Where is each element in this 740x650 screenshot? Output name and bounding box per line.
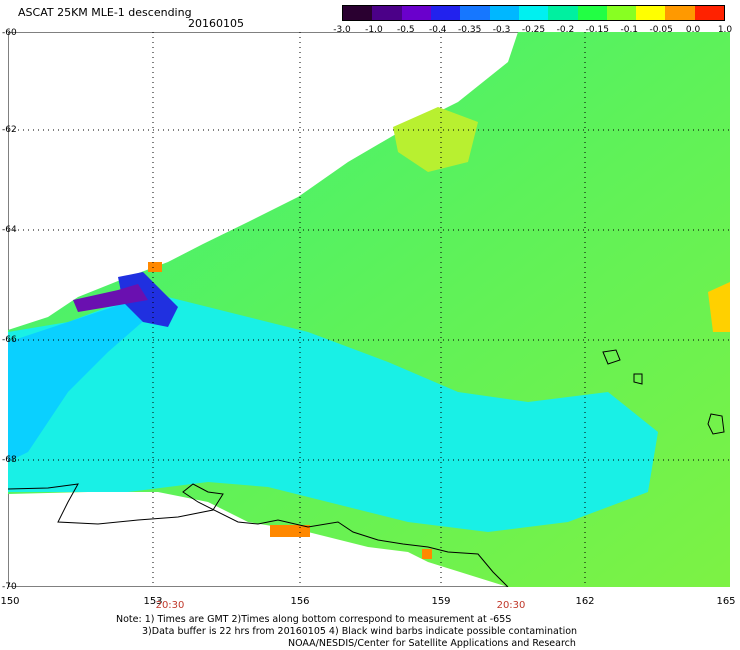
color-scale-label: 1.0	[717, 25, 733, 35]
color-scale-label: -0.15	[585, 25, 609, 35]
lat-label: -70	[2, 582, 17, 592]
color-scale-segment	[430, 6, 461, 20]
color-scale-segment	[548, 6, 578, 20]
lat-label: -66	[2, 335, 17, 345]
orange-spot	[422, 549, 432, 559]
map-date: 20160105	[188, 17, 244, 30]
color-scale-segment	[343, 6, 373, 20]
color-scale-label: 0.0	[685, 25, 701, 35]
color-scale-segment	[694, 6, 725, 20]
color-scale-label: -0.2	[556, 25, 575, 35]
lon-label: 153	[143, 596, 163, 607]
color-scale-label: -0.1	[620, 25, 639, 35]
color-scale-segment	[577, 6, 607, 20]
color-scale-label: -1.0	[365, 25, 383, 35]
note-line-1: Note: 1) Times are GMT 2)Times along bot…	[116, 614, 512, 625]
yellow-patch	[393, 107, 478, 172]
color-scale-label: -0.4	[428, 25, 447, 35]
color-scale-bar	[342, 5, 725, 21]
color-scale-label: -0.35	[458, 25, 482, 35]
purple-patch	[73, 284, 148, 312]
coastline	[8, 483, 509, 587]
map-title: ASCAT 25KM MLE-1 descending	[18, 6, 192, 19]
color-scale-segment	[636, 6, 666, 20]
scatterometer-map	[8, 32, 730, 587]
note-line-2: 3)Data buffer is 22 hrs from 20160105 4)…	[142, 626, 578, 637]
lon-label: 150	[0, 596, 20, 607]
yellow-patch	[708, 282, 730, 332]
lon-label: 156	[290, 596, 310, 607]
lon-label: 165	[716, 596, 736, 607]
orange-spot	[148, 262, 162, 272]
color-scale-label: -3.0	[333, 25, 351, 35]
color-scale-segment	[606, 6, 637, 20]
color-scale-segment	[518, 6, 549, 20]
color-scale-segment	[372, 6, 402, 20]
note-line-3: NOAA/NESDIS/Center for Satellite Applica…	[288, 638, 576, 649]
color-scale-segment	[460, 6, 490, 20]
lat-label: -62	[2, 125, 17, 135]
color-scale-segment	[401, 6, 431, 20]
color-scale-segment	[665, 6, 695, 20]
grid-lines	[8, 32, 730, 587]
blue-region	[8, 302, 148, 462]
island	[633, 373, 643, 385]
lat-label: -64	[2, 225, 17, 235]
color-scale-segment	[489, 6, 519, 20]
time-label: 20:30	[155, 600, 185, 611]
color-scale-label: -0.5	[397, 25, 415, 35]
color-scale-label: -0.25	[521, 25, 546, 35]
island	[602, 349, 621, 365]
color-scale-label: -0.05	[649, 25, 673, 35]
orange-spot	[270, 525, 310, 537]
lat-label: -60	[2, 28, 17, 38]
color-scale-label: -0.3	[492, 25, 511, 35]
cyan-region	[8, 292, 658, 532]
lon-label: 159	[431, 596, 451, 607]
island	[707, 413, 725, 435]
lat-label: -68	[2, 455, 17, 465]
time-label: 20:30	[496, 600, 526, 611]
lon-label: 162	[575, 596, 595, 607]
